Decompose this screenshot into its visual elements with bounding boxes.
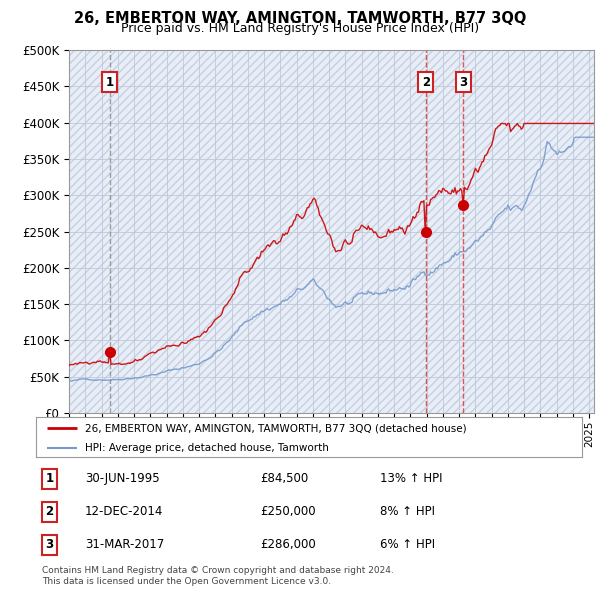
Text: 12-DEC-2014: 12-DEC-2014 [85, 505, 164, 519]
Text: 3: 3 [46, 538, 54, 552]
Text: HPI: Average price, detached house, Tamworth: HPI: Average price, detached house, Tamw… [85, 442, 329, 453]
Text: £84,500: £84,500 [260, 472, 308, 486]
Text: 31-MAR-2017: 31-MAR-2017 [85, 538, 164, 552]
Text: £286,000: £286,000 [260, 538, 316, 552]
Text: 30-JUN-1995: 30-JUN-1995 [85, 472, 160, 486]
Text: 3: 3 [459, 76, 467, 88]
Text: 2: 2 [422, 76, 430, 88]
Text: 26, EMBERTON WAY, AMINGTON, TAMWORTH, B77 3QQ (detached house): 26, EMBERTON WAY, AMINGTON, TAMWORTH, B7… [85, 424, 467, 434]
Text: £250,000: £250,000 [260, 505, 316, 519]
Text: This data is licensed under the Open Government Licence v3.0.: This data is licensed under the Open Gov… [42, 577, 331, 586]
Text: Contains HM Land Registry data © Crown copyright and database right 2024.: Contains HM Land Registry data © Crown c… [42, 566, 394, 575]
Text: Price paid vs. HM Land Registry's House Price Index (HPI): Price paid vs. HM Land Registry's House … [121, 22, 479, 35]
Text: 1: 1 [46, 472, 54, 486]
Text: 2: 2 [46, 505, 54, 519]
Text: 6% ↑ HPI: 6% ↑ HPI [380, 538, 435, 552]
Text: 26, EMBERTON WAY, AMINGTON, TAMWORTH, B77 3QQ: 26, EMBERTON WAY, AMINGTON, TAMWORTH, B7… [74, 11, 526, 25]
Text: 8% ↑ HPI: 8% ↑ HPI [380, 505, 435, 519]
Text: 1: 1 [106, 76, 113, 88]
Text: 13% ↑ HPI: 13% ↑ HPI [380, 472, 442, 486]
